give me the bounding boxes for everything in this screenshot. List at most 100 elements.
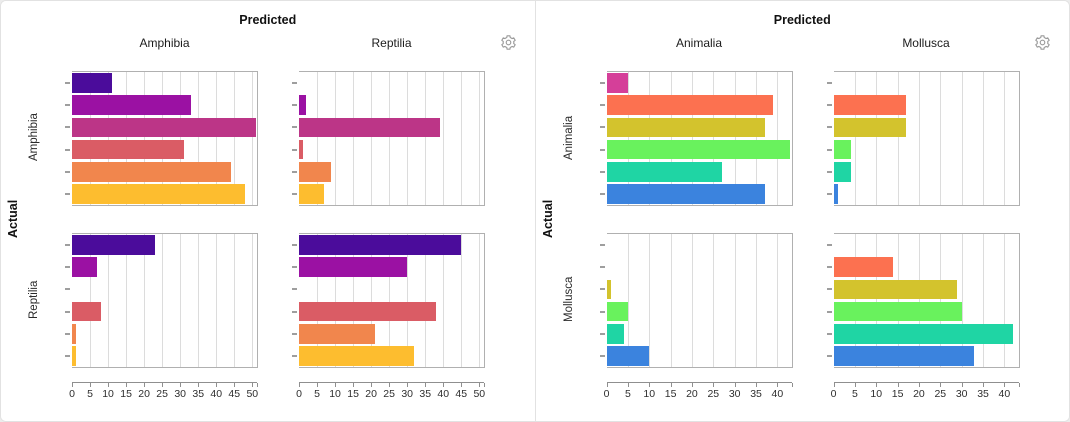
bar [833,279,958,300]
axis-tick [691,383,693,387]
plot-area [299,234,484,367]
axis-tick-label: 35 [419,388,432,400]
bar [299,257,408,278]
bar [606,161,722,182]
settings-gear-icon[interactable] [1032,32,1054,54]
gridline [317,234,319,367]
axis-tick-label: 35 [977,388,989,400]
axis-tick-label: 5 [87,388,93,400]
gridline [479,72,481,205]
axis-tick-label: 15 [664,388,677,400]
plot-area [833,234,1019,367]
y-tick [292,170,297,173]
y-tick [65,288,70,291]
y-tick [826,288,832,291]
y-tick [65,192,70,195]
bar [72,346,76,366]
axis-tick [983,383,985,387]
predicted-axis-title: Predicted [239,13,297,27]
bar [72,73,112,93]
gridline [353,234,355,367]
gridline [897,72,899,205]
axis-tick-label: 40 [437,388,450,400]
axis-tick-label: 25 [156,388,168,400]
axis-tick [670,383,672,387]
gridline [627,72,629,205]
gridline [756,234,758,367]
axis-tick [335,383,337,387]
bar [72,301,101,322]
gridline [371,72,373,205]
y-tick [292,192,297,195]
gridline [90,72,92,205]
axis-tick-label: 30 [728,388,741,400]
gridline [144,234,146,367]
gridline [876,72,878,205]
axis-tick [317,383,319,387]
y-tick [826,170,832,173]
gridline [461,234,463,367]
gridline [180,72,182,205]
y-tick [826,266,832,269]
bar [72,95,191,116]
gridline [713,234,715,367]
y-tick [599,354,605,357]
plot-area [833,72,1019,205]
axis-tick [407,383,409,387]
gridline [940,72,942,205]
y-tick [826,82,832,85]
axis-tick-label: 50 [473,388,486,400]
y-tick [65,266,70,269]
axis-tick-label: 30 [401,388,414,400]
gridline [649,72,651,205]
gridline [1004,72,1006,205]
gridline [756,72,758,205]
y-tick [292,354,297,357]
bar [833,95,907,116]
gridline [425,234,427,367]
axis-tick-label: 20 [686,388,698,400]
bar [833,161,851,182]
axis-tick [940,383,942,387]
axis-tick-label: 15 [891,388,904,400]
gridline [335,234,337,367]
gridline [198,234,200,367]
axis-tick-label: 40 [210,388,223,400]
gridline [983,72,985,205]
y-tick [599,104,605,107]
axis-tick-label: 10 [329,388,341,400]
y-tick [292,332,297,335]
y-tick [65,354,70,357]
gridline [108,72,110,205]
axis-tick [713,383,715,387]
gridline [479,234,481,367]
axis-tick [756,383,758,387]
axis-tick-label: 15 [347,388,359,400]
axis-tick [1004,383,1006,387]
gridline [983,234,985,367]
facet-plot-mollusca-mollusca [826,233,1020,368]
y-tick [826,310,832,313]
axis-tick [479,383,481,387]
axis-tick [252,383,254,387]
axis-tick-label: 0 [830,388,837,400]
bar [606,139,791,160]
gridline [180,234,182,367]
bar [606,301,628,322]
axis-tick [484,383,485,387]
bar [299,184,325,204]
y-tick [599,192,605,195]
axis-tick [961,383,963,387]
gridline [252,72,254,205]
settings-gear-icon[interactable] [497,32,519,54]
axis-tick-label: 20 [913,388,925,400]
plot-area [72,72,257,205]
y-tick [292,148,297,151]
axis-tick-label: 40 [771,388,784,400]
axis-tick [1018,383,1020,387]
y-tick [599,82,605,85]
y-tick [65,82,70,85]
axis-tick [144,383,146,387]
axis-tick [216,383,218,387]
gridline [162,72,164,205]
